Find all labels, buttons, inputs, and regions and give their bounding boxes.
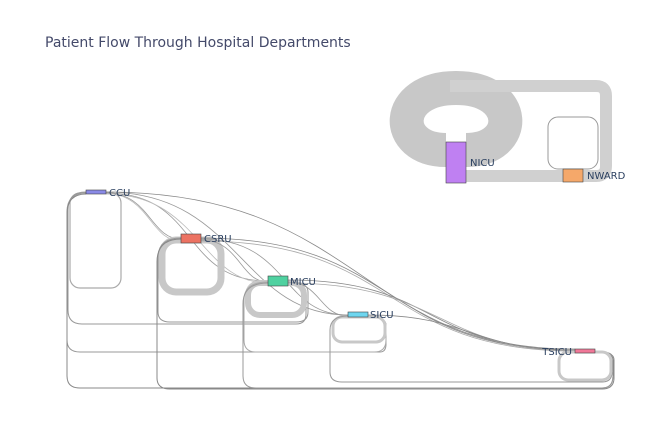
node-nicu[interactable]: NICU	[445, 141, 495, 184]
link-nicu-nward[interactable]	[450, 80, 612, 182]
link-nicu-nicu[interactable]	[389, 70, 523, 167]
node-micu[interactable]: MICU	[267, 275, 316, 288]
link-sicu-tsicu[interactable]	[367, 314, 576, 351]
node-bar-nicu[interactable]	[445, 141, 467, 184]
node-label-sicu: SICU	[370, 310, 394, 321]
link-csru-csru[interactable]	[158, 236, 225, 296]
link-nward-nward[interactable]	[547, 116, 599, 170]
chart-title: Patient Flow Through Hospital Department…	[45, 35, 351, 51]
node-label-micu: MICU	[290, 277, 316, 288]
node-bar-sicu[interactable]	[347, 311, 369, 318]
node-bar-ccu[interactable]	[85, 189, 107, 195]
link-loops-micu[interactable]	[242, 281, 614, 389]
node-bar-micu[interactable]	[267, 275, 289, 287]
node-label-nward: NWARD	[587, 171, 626, 182]
link-ccu-ccu[interactable]	[69, 192, 122, 289]
link-ccu-sicu[interactable]	[105, 191, 349, 316]
link-csru-tsicu[interactable]	[200, 237, 576, 352]
link-ccu-tsicu[interactable]	[105, 191, 576, 351]
node-label-csru: CSRU	[204, 234, 232, 245]
node-nward[interactable]: NWARD	[562, 168, 626, 183]
node-bar-csru[interactable]	[180, 233, 202, 244]
node-csru[interactable]: CSRU	[180, 233, 232, 245]
node-bar-tsicu[interactable]	[574, 348, 596, 354]
link-loops-sicu[interactable]	[329, 315, 613, 383]
link-loops-csru[interactable]	[156, 237, 615, 390]
link-loops-ccu[interactable]	[66, 191, 614, 389]
node-tsicu[interactable]: TSICU	[541, 347, 596, 358]
node-label-nicu: NICU	[470, 158, 495, 169]
node-bar-nward[interactable]	[562, 168, 584, 183]
node-ccu[interactable]: CCU	[85, 188, 130, 199]
node-sicu[interactable]: SICU	[347, 310, 394, 321]
node-label-ccu: CCU	[109, 188, 130, 199]
node-label-tsicu: TSICU	[541, 347, 572, 358]
link-micu-tsicu[interactable]	[287, 279, 576, 352]
